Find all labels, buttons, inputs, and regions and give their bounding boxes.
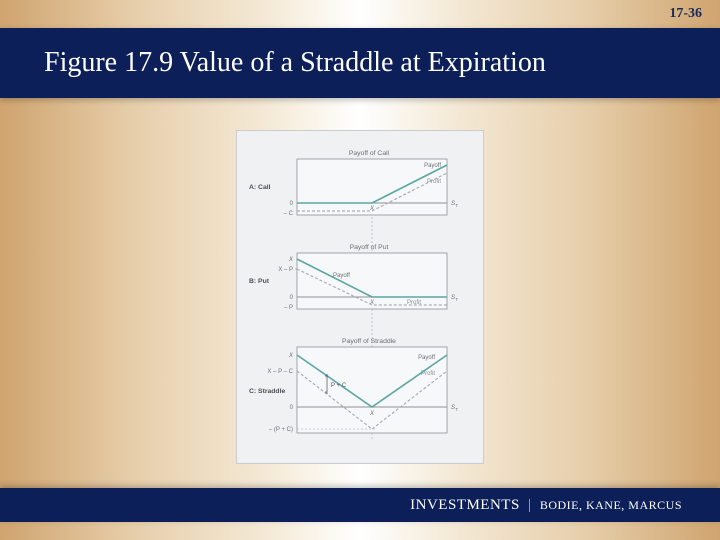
slide-title: Figure 17.9 Value of a Straddle at Expir…: [44, 47, 546, 79]
panel-a-side-label: A: Call: [249, 184, 271, 191]
panel-b-st: ST: [451, 295, 459, 302]
panel-c-title: Payoff of Straddle: [342, 338, 396, 345]
straddle-figure-svg: A: Call Payoff of Call 0 – C X ST Payoff…: [243, 141, 475, 455]
panel-b-payoff-lbl: Payoff: [333, 273, 350, 279]
panel-b-zero: 0: [290, 295, 294, 301]
panel-a-zero: 0: [290, 201, 294, 207]
figure-panel: A: Call Payoff of Call 0 – C X ST Payoff…: [236, 130, 484, 464]
panel-b-xmp: X – P: [278, 267, 293, 273]
panel-c-xl: X: [288, 353, 294, 359]
panel-b-title: Payoff of Put: [350, 244, 389, 251]
panel-a-negc: – C: [284, 211, 294, 217]
panel-a-title: Payoff of Call: [349, 150, 390, 157]
panel-c-neg: – (P + C): [269, 427, 293, 433]
panel-c-profit-lbl: Profit: [421, 371, 435, 377]
panel-c-pc: P + C: [331, 383, 347, 389]
panel-c-side-label: C: Straddle: [249, 388, 285, 395]
title-bar: Figure 17.9 Value of a Straddle at Expir…: [0, 28, 720, 98]
panel-c-zero: 0: [290, 405, 294, 411]
panel-b-negp: – P: [284, 305, 293, 311]
panel-c-xpc: X – P – C: [267, 369, 293, 375]
footer-brand-text: INVESTMENTS: [410, 497, 520, 513]
panel-b-xl: X: [288, 257, 294, 263]
panel-a-profit-lbl: Profit: [427, 179, 441, 185]
footer-separator: |: [524, 497, 536, 513]
panel-b-profit-lbl: Profit: [407, 300, 421, 306]
panel-b-side-label: B: Put: [249, 278, 270, 285]
footer-bar: INVESTMENTS | BODIE, KANE, MARCUS: [0, 488, 720, 522]
footer-authors: BODIE, KANE, MARCUS: [540, 498, 682, 512]
panel-a-payoff-lbl: Payoff: [424, 163, 441, 169]
panel-c-payoff-lbl: Payoff: [418, 355, 435, 361]
panel-a-st: ST: [451, 201, 459, 208]
panel-c-st: ST: [451, 405, 459, 412]
page-number: 17-36: [669, 6, 702, 22]
footer-brand: INVESTMENTS | BODIE, KANE, MARCUS: [410, 497, 682, 514]
